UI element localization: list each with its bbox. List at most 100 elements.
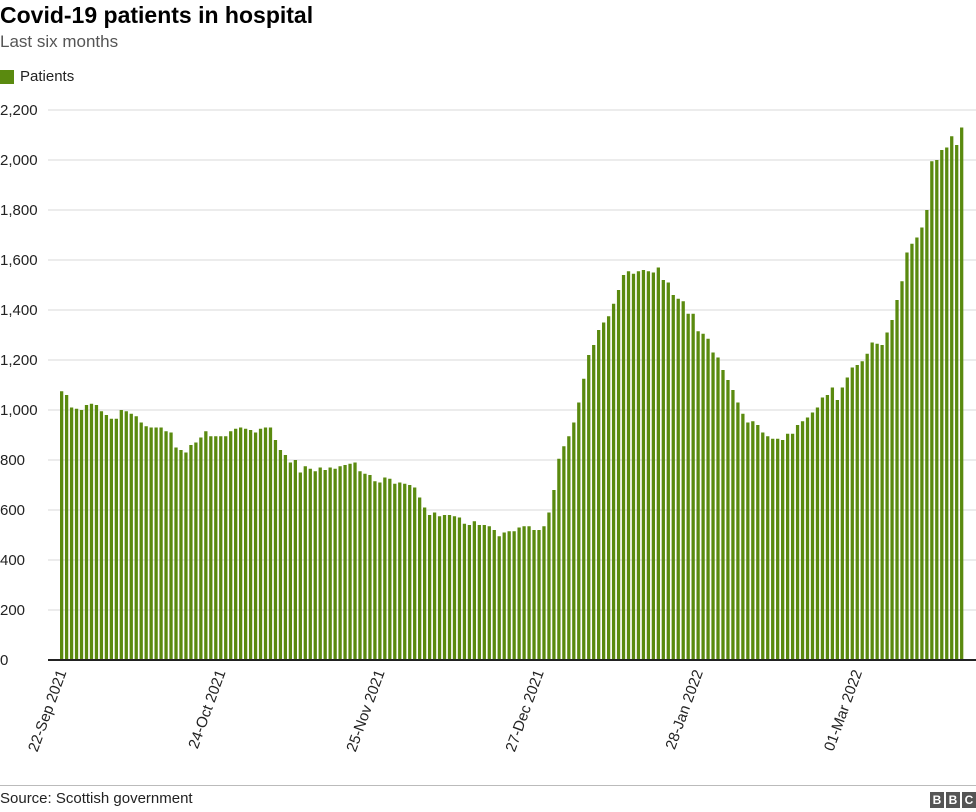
y-tick-label: 1,400 — [0, 302, 38, 319]
bbc-logo: B B C — [930, 792, 976, 808]
bar — [815, 407, 820, 660]
bar — [681, 301, 685, 660]
bar — [219, 436, 223, 660]
bar — [825, 395, 830, 660]
bar — [790, 433, 795, 660]
bar — [457, 517, 462, 660]
bar — [418, 497, 422, 660]
bar — [273, 440, 278, 660]
bar — [442, 515, 447, 660]
bar — [557, 458, 561, 660]
bar — [472, 521, 476, 660]
bar — [592, 345, 596, 660]
bar — [751, 421, 755, 660]
bar — [234, 428, 238, 660]
bar — [492, 530, 496, 660]
bar — [691, 313, 695, 660]
bar — [800, 421, 805, 660]
bar — [512, 531, 516, 660]
bar — [318, 467, 322, 660]
bar — [636, 271, 641, 660]
bar — [885, 332, 889, 660]
bar — [766, 436, 770, 660]
bar — [308, 468, 312, 660]
bar — [313, 471, 317, 660]
bar — [587, 355, 591, 660]
bar — [422, 507, 427, 660]
bar — [547, 512, 551, 660]
bar — [194, 442, 198, 660]
bar — [810, 412, 815, 660]
bar — [268, 427, 273, 660]
bar — [950, 136, 954, 660]
y-tick-label: 600 — [0, 502, 25, 519]
bar — [910, 243, 914, 660]
bar — [363, 473, 367, 660]
source-note: Source: Scottish government — [0, 790, 193, 807]
bar-chart: 0 200 400 600 800 1,000 1,200 1,400 1,600 1,800 2,… — [0, 102, 976, 754]
bar — [602, 322, 606, 660]
bar — [248, 430, 253, 660]
bar — [597, 330, 601, 660]
bar — [184, 452, 188, 660]
bar — [447, 515, 452, 660]
bar — [139, 422, 143, 660]
bar — [955, 145, 959, 660]
bar — [343, 465, 347, 660]
y-tick-label: 400 — [0, 552, 25, 569]
bar — [746, 422, 750, 660]
bar — [731, 390, 735, 660]
bar — [437, 516, 442, 660]
bar — [403, 483, 407, 660]
bar — [149, 427, 153, 660]
bar — [646, 271, 651, 660]
bar — [119, 410, 123, 660]
bar — [582, 378, 586, 660]
bar — [303, 466, 307, 660]
bar — [611, 303, 616, 660]
bar — [398, 482, 402, 660]
bar — [835, 400, 839, 660]
bar — [666, 282, 670, 660]
bar — [930, 161, 934, 660]
bar — [348, 463, 352, 660]
bar — [224, 436, 228, 660]
bar — [626, 271, 631, 660]
y-tick-label: 1,000 — [0, 402, 38, 419]
bar — [776, 438, 780, 660]
bar — [542, 526, 546, 660]
bar — [497, 536, 501, 660]
footer-divider — [0, 785, 976, 786]
bar — [606, 316, 611, 660]
bar — [487, 526, 491, 660]
bar — [771, 438, 775, 660]
bar — [805, 417, 810, 660]
bar — [761, 432, 765, 660]
bar — [164, 431, 168, 660]
bar — [577, 402, 581, 660]
bar — [333, 468, 337, 660]
bar — [169, 432, 173, 660]
bar — [144, 426, 148, 660]
bar — [895, 300, 899, 660]
bar — [711, 352, 715, 660]
bar — [64, 395, 69, 660]
bar — [358, 471, 362, 660]
bar — [502, 532, 506, 660]
bar — [532, 530, 536, 660]
bar — [651, 272, 656, 660]
chart-subtitle: Last six months — [0, 32, 119, 51]
bar — [323, 470, 327, 660]
bar — [432, 512, 437, 660]
bar — [60, 391, 64, 660]
bar — [875, 343, 879, 660]
bar — [795, 425, 800, 660]
bar — [925, 210, 929, 660]
bar — [850, 367, 854, 660]
bar — [562, 446, 566, 660]
y-tick-label: 2,000 — [0, 152, 38, 169]
bbc-logo-letter: C — [962, 792, 976, 808]
x-tick-label: 28-Jan 2022 — [662, 668, 707, 752]
bar — [239, 427, 243, 660]
bar — [413, 487, 417, 660]
